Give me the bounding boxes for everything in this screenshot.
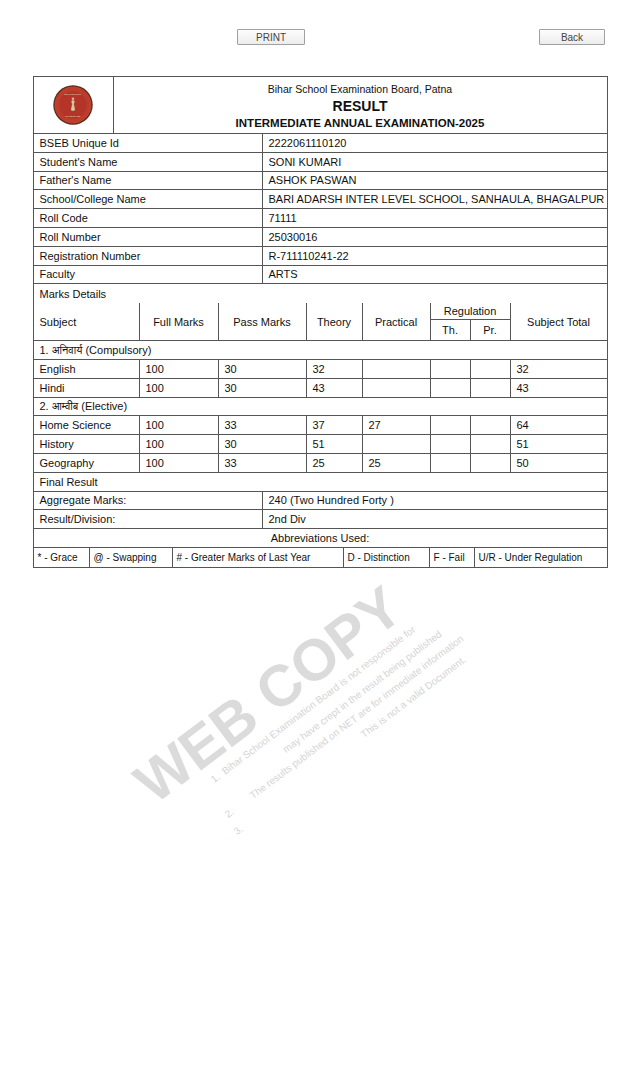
svg-text:EXAM BOARD: EXAM BOARD — [66, 115, 81, 117]
svg-text:BIHAR SCHOOL: BIHAR SCHOOL — [65, 93, 82, 95]
